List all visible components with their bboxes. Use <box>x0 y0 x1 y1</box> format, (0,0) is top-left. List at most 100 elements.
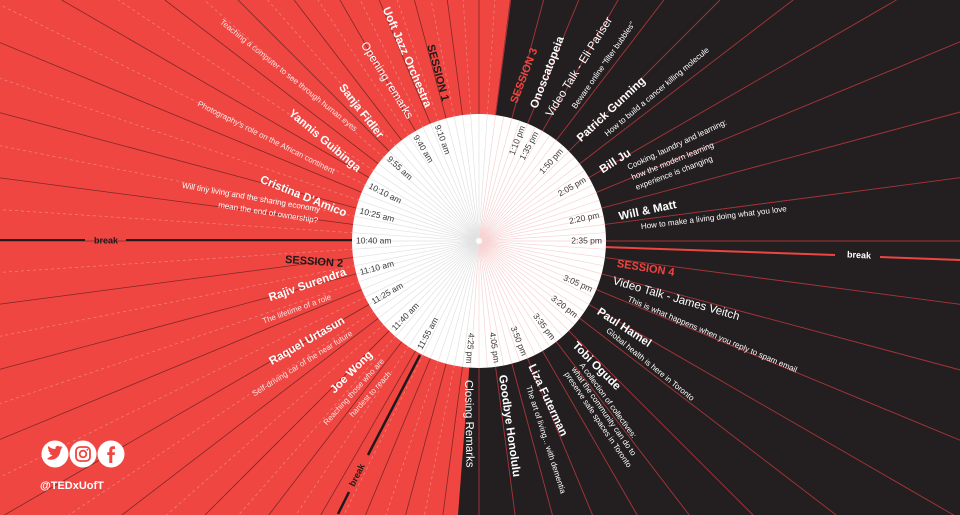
inner-line <box>352 240 480 250</box>
inner-line <box>478 118 513 242</box>
radial-dashed-line <box>424 240 480 515</box>
inner-line <box>373 240 480 312</box>
break-label: break <box>847 249 872 260</box>
inner-line <box>478 240 570 332</box>
break-right: break <box>603 246 960 261</box>
inner-line <box>478 240 604 267</box>
facebook-icon[interactable] <box>97 440 125 468</box>
time-label: 10:40 am <box>356 235 391 245</box>
inner-line <box>377 163 480 242</box>
inner-line <box>478 157 575 242</box>
inner-line <box>388 240 480 332</box>
inner-line <box>352 232 480 242</box>
inner-line <box>377 240 480 319</box>
inner-line <box>478 240 496 367</box>
inner-line <box>478 150 570 242</box>
inner-line <box>478 145 563 242</box>
inner-line <box>478 130 543 242</box>
inner-line <box>478 163 581 242</box>
inner-line <box>445 118 480 242</box>
inner-line <box>478 240 585 312</box>
inner-line <box>453 116 480 242</box>
inner-line <box>478 240 581 319</box>
inner-line <box>478 240 590 305</box>
inner-line <box>478 232 606 242</box>
inner-line <box>437 240 480 362</box>
time-label: 2:35 pm <box>571 235 602 245</box>
inner-line <box>478 240 543 352</box>
inner-line <box>430 240 480 359</box>
break-line <box>336 491 351 515</box>
center-dot <box>475 237 483 245</box>
inner-line <box>478 240 600 283</box>
inner-line <box>395 240 480 337</box>
inner-line <box>478 115 496 242</box>
inner-line <box>478 120 521 242</box>
inner-line <box>415 240 480 352</box>
inner-line <box>408 240 480 347</box>
inner-line <box>478 240 594 298</box>
twitter-icon[interactable] <box>41 440 69 468</box>
inner-line <box>478 240 488 368</box>
inner-line <box>422 126 480 242</box>
talk-closing: Closing Remarks <box>462 380 476 468</box>
inner-line <box>422 240 480 356</box>
inner-line <box>383 240 480 325</box>
inner-line <box>356 207 480 242</box>
break-label: break <box>94 235 119 245</box>
inner-line <box>470 114 480 242</box>
inner-line <box>478 192 597 242</box>
inner-line <box>478 240 513 364</box>
inner-line <box>478 240 597 290</box>
inner-lines <box>352 114 606 368</box>
inner-line <box>478 139 557 242</box>
inner-line <box>478 207 602 242</box>
radial-dashed-line <box>68 240 480 515</box>
inner-line <box>478 126 536 242</box>
inner-line <box>478 240 557 343</box>
inner-line <box>478 177 590 242</box>
inner-line <box>478 240 563 337</box>
inner-line <box>364 184 480 242</box>
inner-line <box>395 145 480 242</box>
instagram-icon[interactable] <box>69 440 97 468</box>
inner-line <box>478 116 505 242</box>
inner-line <box>462 240 480 367</box>
inner-line <box>354 240 480 267</box>
inner-line <box>368 240 480 305</box>
inner-line <box>478 135 550 242</box>
inner-line <box>445 240 480 364</box>
radial-dashed-line <box>0 4 480 242</box>
time-label: 4:05 pm <box>488 332 502 364</box>
break-line <box>603 246 836 256</box>
inner-line <box>353 240 480 258</box>
inner-line <box>430 123 480 242</box>
inner-line <box>478 240 536 356</box>
inner-line <box>478 240 505 366</box>
inner-line <box>401 240 480 343</box>
inner-line <box>354 215 480 242</box>
inner-line <box>361 240 480 290</box>
break-line <box>879 256 960 261</box>
inner-line <box>353 224 480 242</box>
inner-line <box>478 170 585 242</box>
inner-line <box>356 240 480 275</box>
inner-line <box>373 170 480 242</box>
social-handle[interactable]: @TEDxUofT <box>40 480 104 492</box>
inner-line <box>401 139 480 242</box>
inner-line <box>478 184 594 242</box>
inner-line <box>462 115 480 242</box>
inner-line <box>470 240 480 368</box>
inner-line <box>478 199 600 242</box>
time-label: 4:25 pm <box>464 333 477 364</box>
inner-line <box>478 240 602 275</box>
break-line <box>366 354 422 456</box>
inner-line <box>388 150 480 242</box>
inner-line <box>453 240 480 366</box>
inner-line <box>478 215 604 242</box>
inner-line <box>478 114 488 242</box>
inner-line <box>478 123 528 242</box>
inner-line <box>437 120 480 242</box>
